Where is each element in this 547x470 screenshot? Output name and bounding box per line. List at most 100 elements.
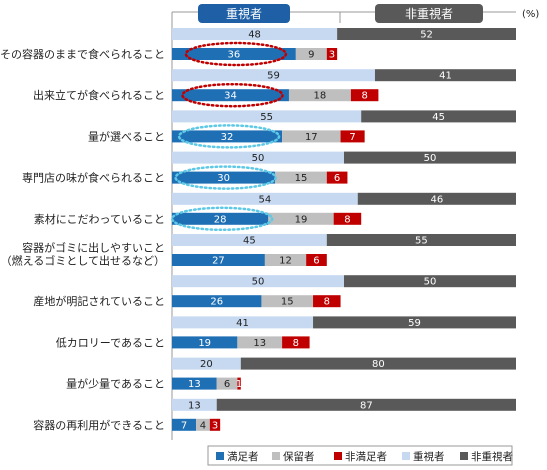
satisfaction-bar-segment: [172, 171, 276, 184]
satisfaction-bar-segment: [282, 130, 341, 143]
importance-value-label: 50: [424, 277, 437, 288]
category-label: 容器の再利用ができること: [33, 418, 165, 432]
importance-bar-segment: [344, 275, 516, 288]
importance-bar-segment: [216, 398, 516, 411]
legend-swatch: [216, 452, 224, 460]
satisfaction-value-label: 8: [344, 214, 350, 225]
satisfaction-bar-segment: [172, 377, 217, 390]
importance-value-label: 13: [188, 400, 201, 411]
chart-header: 重視者 非重視者 (%): [198, 4, 539, 23]
satisfaction-bar-segment: [172, 336, 238, 349]
importance-value-label: 50: [252, 277, 265, 288]
satisfaction-value-label: 32: [221, 132, 234, 143]
importance-value-label: 55: [260, 112, 273, 123]
satisfaction-bar-segment: [172, 89, 289, 102]
importance-value-label: 59: [408, 318, 421, 329]
category-label: 低カロリーであること: [56, 336, 165, 349]
satisfaction-value-label: 4: [200, 420, 206, 431]
importance-value-label: 80: [372, 359, 385, 370]
satisfaction-value-label: 19: [198, 338, 211, 349]
satisfaction-value-label: 17: [305, 132, 318, 143]
legend-label: 非重視者: [471, 450, 513, 463]
importance-bar-segment: [361, 110, 516, 123]
satisfaction-value-label: 6: [313, 256, 319, 267]
legend-swatch: [272, 452, 280, 460]
importance-bar-segment: [172, 110, 362, 123]
satisfaction-bar-segment: [313, 295, 341, 308]
category-label: 出来立てが食べられること: [33, 88, 165, 102]
importance-bar-segment: [344, 151, 516, 164]
importance-bar-segment: [326, 234, 516, 246]
importance-value-label: 52: [420, 30, 433, 41]
satisfaction-value-label: 9: [308, 50, 314, 61]
importance-value-label: 54: [259, 194, 272, 205]
satisfaction-value-label: 28: [214, 214, 227, 225]
category-label: 量が選べること: [88, 129, 165, 143]
highlight-ellipse: [170, 206, 274, 232]
satisfaction-value-label: 6: [224, 379, 230, 390]
legend-swatch: [460, 452, 468, 460]
satisfaction-bar-segment: [172, 48, 296, 60]
category-label: 量が少量であること: [66, 377, 165, 391]
satisfaction-value-label: 3: [212, 420, 218, 431]
legend-swatch: [334, 452, 342, 460]
satisfaction-bar-segment: [172, 130, 283, 143]
category-label: その容器のままで食べられること: [0, 47, 165, 61]
satisfaction-bar-segment: [333, 212, 362, 225]
satisfaction-value-label: 13: [253, 338, 266, 349]
importance-bar-segment: [172, 398, 217, 411]
satisfaction-value-label: 26: [210, 297, 223, 308]
legend-label: 保留者: [283, 450, 315, 463]
satisfaction-bar-segment: [288, 89, 351, 102]
category-label: 容器がゴミに出しやすいこと: [22, 241, 165, 255]
importance-bar-segment: [172, 151, 344, 164]
satisfaction-bar-segment: [196, 418, 210, 431]
importance-value-label: 59: [267, 71, 280, 82]
importance-value-label: 55: [415, 236, 428, 247]
satisfaction-bar-segment: [350, 89, 379, 102]
importance-bar-segment: [172, 69, 375, 82]
satisfaction-bar-segment: [326, 48, 338, 60]
satisfaction-value-label: 3: [329, 50, 335, 61]
header-non-importance-label: 非重視者: [405, 6, 453, 21]
importance-bar-segment: [172, 275, 344, 288]
importance-bar-segment: [172, 234, 327, 246]
satisfaction-value-label: 7: [181, 420, 187, 431]
legend-label: 満足者: [227, 451, 259, 463]
legend-swatch: [402, 452, 410, 460]
importance-value-label: 50: [252, 153, 265, 164]
importance-value-label: 41: [439, 71, 452, 82]
header-importance-box: [198, 4, 290, 23]
importance-value-label: 41: [236, 318, 249, 329]
satisfaction-bar-segment: [237, 377, 241, 390]
satisfaction-bar-segment: [275, 171, 327, 184]
satisfaction-bar-segment: [216, 377, 238, 390]
satisfaction-bar-segment: [172, 254, 265, 266]
importance-bar-segment: [337, 28, 516, 40]
importance-value-label: 50: [424, 153, 437, 164]
satisfaction-bar-segment: [261, 295, 314, 308]
satisfaction-value-label: 7: [349, 132, 355, 143]
legend-label: 重視者: [413, 450, 445, 463]
satisfaction-bar-segment: [295, 48, 327, 60]
highlight-ellipse: [184, 41, 288, 67]
satisfaction-value-label: 19: [295, 214, 308, 225]
legend-box: [207, 445, 513, 466]
importance-bar-segment: [240, 357, 517, 370]
category-label: （燃えるゴミとして出せるなど）: [1, 254, 165, 268]
satisfaction-bar-segment: [340, 130, 365, 143]
highlight-ellipses: [170, 41, 288, 232]
importance-value-label: 48: [248, 30, 261, 41]
category-label: 産地が明記されていること: [33, 294, 165, 308]
category-label: 素材にこだわっていること: [34, 212, 165, 226]
importance-bar-segment: [374, 69, 516, 82]
satisfaction-bar-segment: [209, 418, 221, 431]
satisfaction-value-label: 8: [293, 338, 299, 349]
importance-value-label: 20: [200, 359, 213, 370]
importance-value-label: 46: [431, 194, 444, 205]
satisfaction-bar-segment: [237, 336, 283, 349]
header-importance-label: 重視者: [226, 6, 262, 21]
highlight-ellipse: [177, 124, 281, 149]
